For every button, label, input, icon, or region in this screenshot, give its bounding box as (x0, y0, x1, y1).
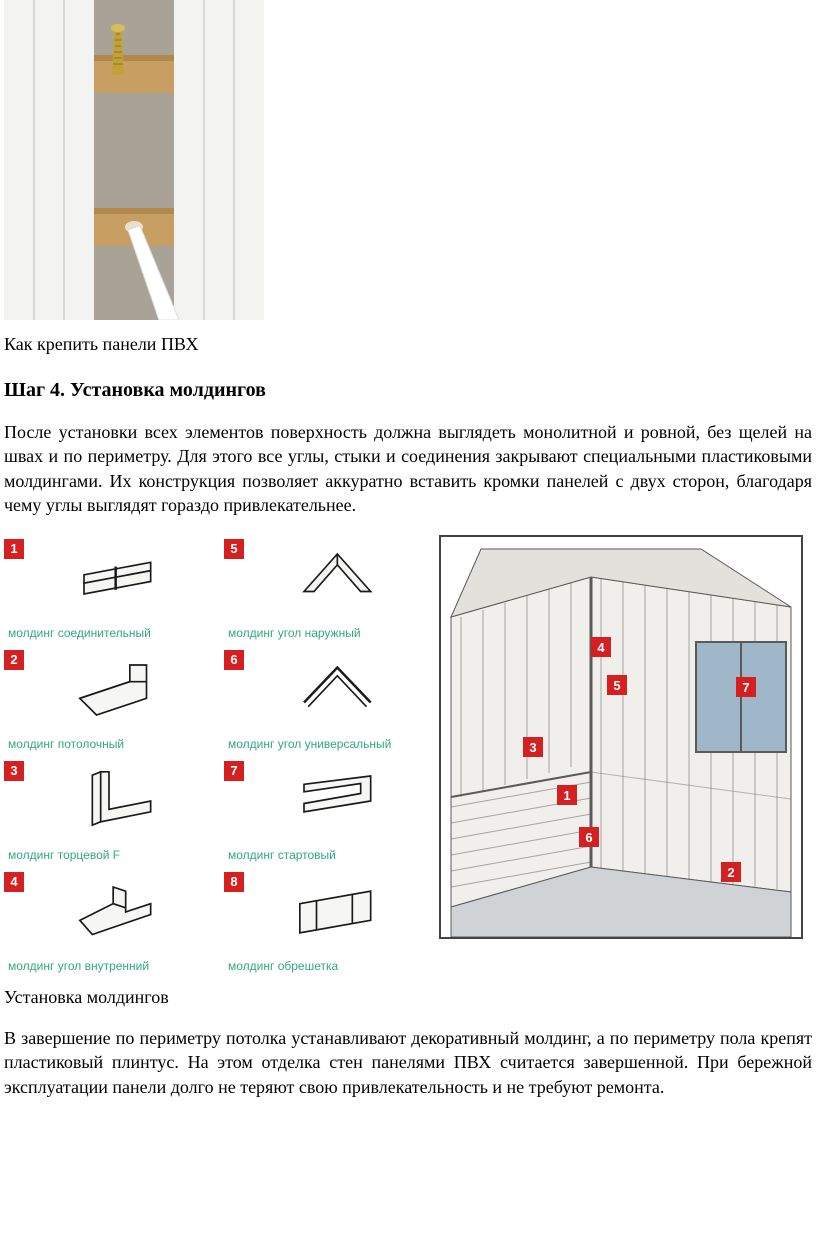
photo-caption: Как крепить панели ПВХ (4, 334, 812, 355)
molding-label: молдинг торцевой F (4, 848, 208, 862)
svg-text:3: 3 (529, 740, 536, 755)
svg-text:2: 2 (727, 865, 734, 880)
molding-badge: 1 (4, 539, 24, 559)
molding-shape-icon (254, 757, 404, 835)
molding-shape-icon (34, 535, 184, 613)
svg-text:5: 5 (613, 678, 620, 693)
molding-item-8: 8 молдинг обрешетка (224, 868, 424, 973)
paragraph-1: После установки всех элементов поверхнос… (4, 420, 812, 517)
svg-text:1: 1 (563, 788, 570, 803)
molding-badge: 5 (224, 539, 244, 559)
molding-label: молдинг стартовый (224, 848, 428, 862)
pvc-mount-photos (4, 0, 812, 320)
molding-shape-icon (254, 646, 404, 724)
molding-label: молдинг угол наружный (224, 626, 428, 640)
molding-item-7: 7 молдинг стартовый (224, 757, 424, 862)
paragraph-2: В завершение по периметру потолка устана… (4, 1026, 812, 1099)
molding-item-1: 1 молдинг соединительный (4, 535, 204, 640)
photo-screw (4, 0, 264, 160)
molding-item-6: 6 молдинг угол универсальный (224, 646, 424, 751)
svg-text:7: 7 (742, 680, 749, 695)
molding-item-2: 2 молдинг потолочный (4, 646, 204, 751)
molding-badge: 4 (4, 872, 24, 892)
molding-badge: 2 (4, 650, 24, 670)
molding-types-grid: 1 молдинг соединительный5 молдинг угол н… (4, 535, 424, 973)
molding-diagram-block: 1 молдинг соединительный5 молдинг угол н… (4, 535, 812, 973)
molding-shape-icon (254, 868, 404, 946)
diagram-caption: Установка молдингов (4, 987, 812, 1008)
molding-shape-icon (34, 868, 184, 946)
molding-item-3: 3 молдинг торцевой F (4, 757, 204, 862)
step-heading: Шаг 4. Установка молдингов (4, 379, 812, 402)
molding-label: молдинг обрешетка (224, 959, 428, 973)
molding-item-4: 4 молдинг угол внутренний (4, 868, 204, 973)
room-corner-diagram: 1 2 3 4 5 6 7 (439, 535, 803, 939)
molding-item-5: 5 молдинг угол наружный (224, 535, 424, 640)
molding-label: молдинг угол универсальный (224, 737, 428, 751)
svg-text:6: 6 (585, 830, 592, 845)
molding-badge: 7 (224, 761, 244, 781)
photo-rod (4, 160, 264, 320)
molding-shape-icon (34, 757, 184, 835)
molding-badge: 3 (4, 761, 24, 781)
molding-shape-icon (254, 535, 404, 613)
molding-label: молдинг угол внутренний (4, 959, 208, 973)
molding-label: молдинг потолочный (4, 737, 208, 751)
molding-label: молдинг соединительный (4, 626, 208, 640)
molding-shape-icon (34, 646, 184, 724)
svg-text:4: 4 (597, 640, 605, 655)
molding-badge: 6 (224, 650, 244, 670)
molding-badge: 8 (224, 872, 244, 892)
